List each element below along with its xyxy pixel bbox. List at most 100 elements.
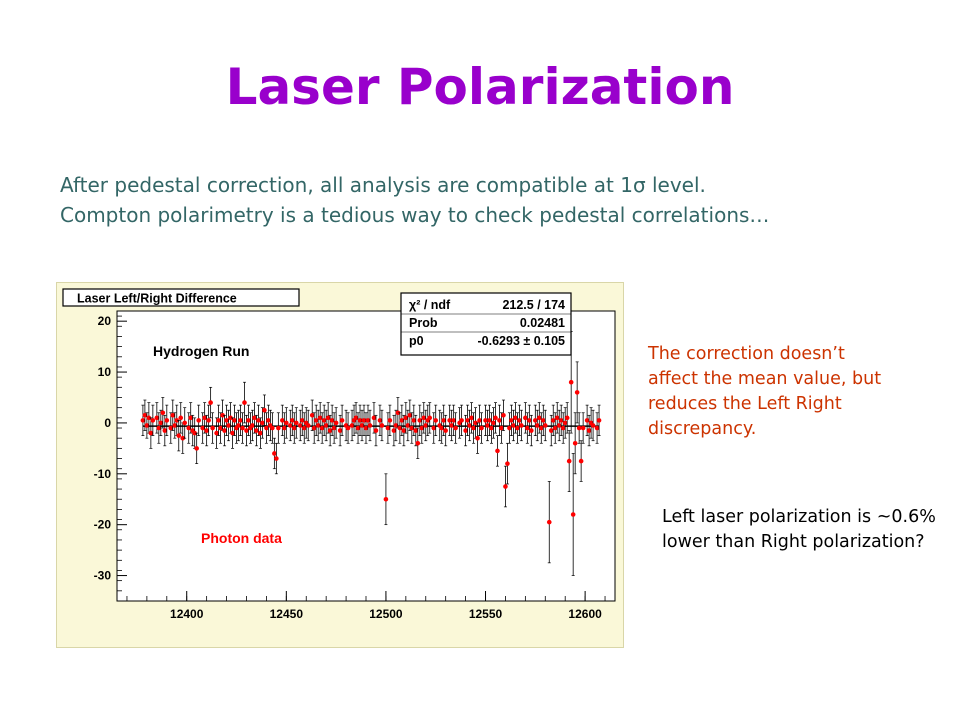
data-point <box>586 428 592 433</box>
data-point <box>174 418 180 423</box>
data-point <box>421 415 427 421</box>
data-point <box>379 423 385 428</box>
data-point <box>262 407 267 413</box>
x-tick-label: 12450 <box>270 607 304 621</box>
data-point <box>550 418 556 423</box>
data-point <box>367 423 373 428</box>
data-point <box>214 430 219 436</box>
data-point <box>230 430 235 436</box>
data-point <box>403 415 409 421</box>
data-point <box>160 410 166 416</box>
plot-title: Laser Left/Right Difference <box>77 292 237 306</box>
data-point <box>423 423 429 428</box>
data-point <box>331 425 337 431</box>
data-point <box>170 412 176 418</box>
fit-stats-box <box>400 292 572 356</box>
data-point <box>182 420 188 426</box>
data-point <box>552 425 558 431</box>
data-point <box>471 425 476 431</box>
data-point <box>353 415 359 421</box>
data-points <box>140 331 602 576</box>
data-point <box>560 425 566 431</box>
data-point <box>142 412 148 418</box>
data-point <box>270 425 275 431</box>
data-point <box>168 425 174 431</box>
data-point <box>282 425 287 431</box>
axes: 20 10 0 -10 -20 -30 12400 12450 12500 12550 12600 <box>94 314 606 621</box>
data-point <box>519 423 524 428</box>
data-point <box>196 418 201 423</box>
data-point <box>291 425 297 431</box>
data-point <box>451 418 456 423</box>
data-point <box>256 418 261 423</box>
data-point <box>204 428 209 433</box>
data-point <box>280 418 285 423</box>
data-point <box>365 418 371 423</box>
data-point <box>467 423 472 428</box>
data-point <box>325 415 331 421</box>
data-point <box>487 418 492 423</box>
data-point <box>499 425 504 431</box>
data-point <box>463 428 468 433</box>
intro-line-1: After pedestal correction, all analysis … <box>60 173 706 197</box>
data-point <box>409 425 415 431</box>
data-point <box>178 415 184 421</box>
data-point <box>228 415 233 421</box>
data-point <box>564 415 570 421</box>
data-point <box>218 425 223 431</box>
data-point <box>523 415 528 421</box>
data-point <box>373 428 379 433</box>
data-point <box>301 425 307 431</box>
data-point <box>321 418 327 423</box>
data-point <box>359 423 365 428</box>
data-point <box>357 418 363 423</box>
data-point <box>162 428 168 433</box>
data-point <box>305 423 311 428</box>
data-point <box>377 418 383 423</box>
data-point <box>150 418 156 423</box>
data-point <box>266 418 271 423</box>
data-point <box>226 423 231 428</box>
data-point <box>387 418 393 423</box>
data-point <box>180 435 186 441</box>
data-point <box>485 423 490 428</box>
data-point <box>164 418 170 423</box>
data-point <box>254 428 259 433</box>
fit-stat-value: -0.6293 ± 0.105 <box>478 334 566 348</box>
data-point <box>194 446 199 451</box>
data-point <box>576 425 582 431</box>
data-point <box>284 420 289 426</box>
data-point <box>537 415 542 421</box>
x-tick-label: 12550 <box>469 607 503 621</box>
data-point <box>144 423 150 428</box>
data-point <box>584 418 590 423</box>
data-point <box>192 430 197 436</box>
data-point <box>497 418 502 423</box>
plot-title-box <box>62 288 300 307</box>
y-tick-label: -20 <box>94 518 112 532</box>
data-point <box>527 418 532 423</box>
data-point <box>172 423 178 428</box>
data-point <box>525 425 530 431</box>
data-point <box>208 400 213 405</box>
data-point <box>596 418 602 423</box>
data-point <box>405 423 411 428</box>
data-point <box>232 418 237 423</box>
data-point <box>477 418 482 423</box>
data-point <box>513 415 518 421</box>
data-point <box>535 423 540 428</box>
data-point <box>327 428 333 433</box>
data-point <box>146 415 152 421</box>
x-tick-label: 12600 <box>568 607 602 621</box>
data-point <box>236 423 241 428</box>
y-tick-label: -10 <box>94 467 112 481</box>
data-point <box>297 423 303 428</box>
annotation-hydrogen-run: Hydrogen Run <box>153 343 249 359</box>
x-tick-label: 12400 <box>170 607 204 621</box>
data-point <box>580 425 586 431</box>
data-point <box>511 423 516 428</box>
data-point <box>250 423 255 428</box>
data-point <box>264 425 269 431</box>
data-point <box>299 418 305 423</box>
data-point <box>590 423 596 428</box>
